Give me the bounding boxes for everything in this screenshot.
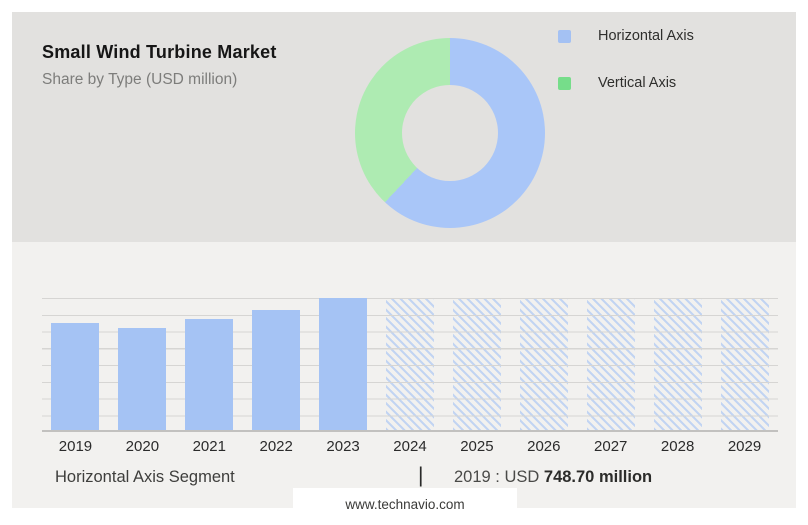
forecast-bar-2025 <box>452 298 501 430</box>
x-axis-label-2025: 2025 <box>460 438 494 455</box>
base-year-value: 2019 : USD 748.70 million <box>454 468 652 487</box>
x-axis-label-2024: 2024 <box>393 438 427 455</box>
page-subtitle: Share by Type (USD million) <box>42 71 238 88</box>
legend-swatch-icon <box>558 29 571 43</box>
x-axis-label-2019: 2019 <box>58 438 93 455</box>
donut-hole <box>402 85 498 181</box>
separator-pipe: | <box>418 464 424 487</box>
bar-slot-2025 <box>443 298 510 430</box>
bar-slot-2020 <box>109 298 176 430</box>
bar-slot-2026 <box>510 298 577 430</box>
watermark-badge: www.technavio.com <box>293 488 517 520</box>
summary-section: Small Wind Turbine Market Share by Type … <box>12 12 796 242</box>
legend-item-horizontal-axis: Horizontal Axis <box>558 28 694 44</box>
bar-slot-2021 <box>176 298 243 430</box>
bar-slot-2023 <box>310 298 377 430</box>
legend-label: Vertical Axis <box>598 75 677 91</box>
bars-row <box>42 298 778 430</box>
bar-chart-section: 2019 2020 2021 2022 2023 2024 2025 2026 2027 2028… <box>12 242 796 508</box>
legend-label: Horizontal Axis <box>598 28 694 44</box>
bar-slot-2027 <box>577 298 644 430</box>
page-title: Small Wind Turbine Market <box>42 42 277 62</box>
donut-chart <box>355 38 545 228</box>
bar-2023 <box>319 298 368 430</box>
x-axis-label-2021: 2021 <box>192 438 226 455</box>
bar-slot-2024 <box>377 298 444 430</box>
x-axis-label-2029: 2029 <box>727 438 762 455</box>
chart-footer: Horizontal Axis Segment | 2019 : USD 748… <box>12 464 796 496</box>
x-axis-labels: 2019 2020 2021 2022 2023 2024 2025 2026 2027 2028… <box>42 438 778 455</box>
value-prefix: 2019 : USD <box>454 468 544 486</box>
x-axis-label-2026: 2026 <box>527 438 561 455</box>
forecast-bar-2029 <box>720 298 769 430</box>
bar-2021 <box>185 319 234 430</box>
legend-item-vertical-axis: Vertical Axis <box>558 75 694 91</box>
bar-2022 <box>252 309 301 430</box>
x-axis-label-2022: 2022 <box>259 438 293 455</box>
legend-swatch-icon <box>558 76 571 90</box>
x-axis-label-2023: 2023 <box>326 438 360 455</box>
x-axis-label-2028: 2028 <box>660 438 695 455</box>
bar-slot-2029 <box>711 298 778 430</box>
forecast-bar-2026 <box>519 298 568 430</box>
segment-label: Horizontal Axis Segment <box>55 468 235 486</box>
forecast-bar-2028 <box>653 298 702 430</box>
bar-2020 <box>118 328 167 430</box>
bar-slot-2019 <box>42 298 109 430</box>
x-axis-label-2020: 2020 <box>125 438 160 455</box>
bar-chart-plot-area <box>42 298 778 432</box>
value-bold: 748.70 million <box>543 468 653 486</box>
bar-2019 <box>51 323 100 430</box>
bar-slot-2028 <box>644 298 711 430</box>
chart-legend: Horizontal Axis Vertical Axis <box>558 28 694 91</box>
x-axis-label-2027: 2027 <box>594 438 628 455</box>
bar-slot-2022 <box>243 298 310 430</box>
title-block: Small Wind Turbine Market Share by Type … <box>42 42 277 89</box>
forecast-bar-2027 <box>586 298 635 430</box>
watermark-url: www.technavio.com <box>345 496 465 512</box>
forecast-bar-2024 <box>385 298 434 430</box>
